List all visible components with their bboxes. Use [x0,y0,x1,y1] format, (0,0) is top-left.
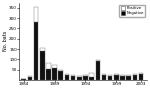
Bar [65,75,69,80]
Bar [40,51,45,80]
Bar [139,73,143,74]
Bar [34,7,38,22]
Bar [28,76,32,77]
Bar [83,75,88,76]
Bar [40,48,45,51]
Bar [65,74,69,75]
Bar [114,75,119,80]
Bar [89,77,94,80]
Bar [83,76,88,80]
Legend: Positive, Negative: Positive, Negative [119,5,145,17]
Bar [52,68,57,80]
Bar [120,75,125,76]
Bar [77,76,82,77]
Bar [71,76,75,80]
Bar [77,77,82,80]
Bar [34,22,38,80]
Bar [139,74,143,80]
Bar [126,75,131,76]
Bar [133,75,137,80]
Bar [96,61,100,80]
Bar [28,77,32,80]
Bar [114,74,119,75]
Y-axis label: No. bats: No. bats [3,31,8,51]
Bar [108,76,112,80]
Bar [58,70,63,71]
Bar [71,75,75,76]
Bar [133,74,137,75]
Bar [108,75,112,76]
Bar [126,76,131,80]
Bar [46,63,51,69]
Bar [89,73,94,77]
Bar [58,71,63,80]
Bar [96,60,100,61]
Bar [52,66,57,68]
Bar [102,74,106,75]
Bar [46,69,51,80]
Bar [21,79,26,80]
Bar [120,76,125,80]
Bar [102,75,106,80]
